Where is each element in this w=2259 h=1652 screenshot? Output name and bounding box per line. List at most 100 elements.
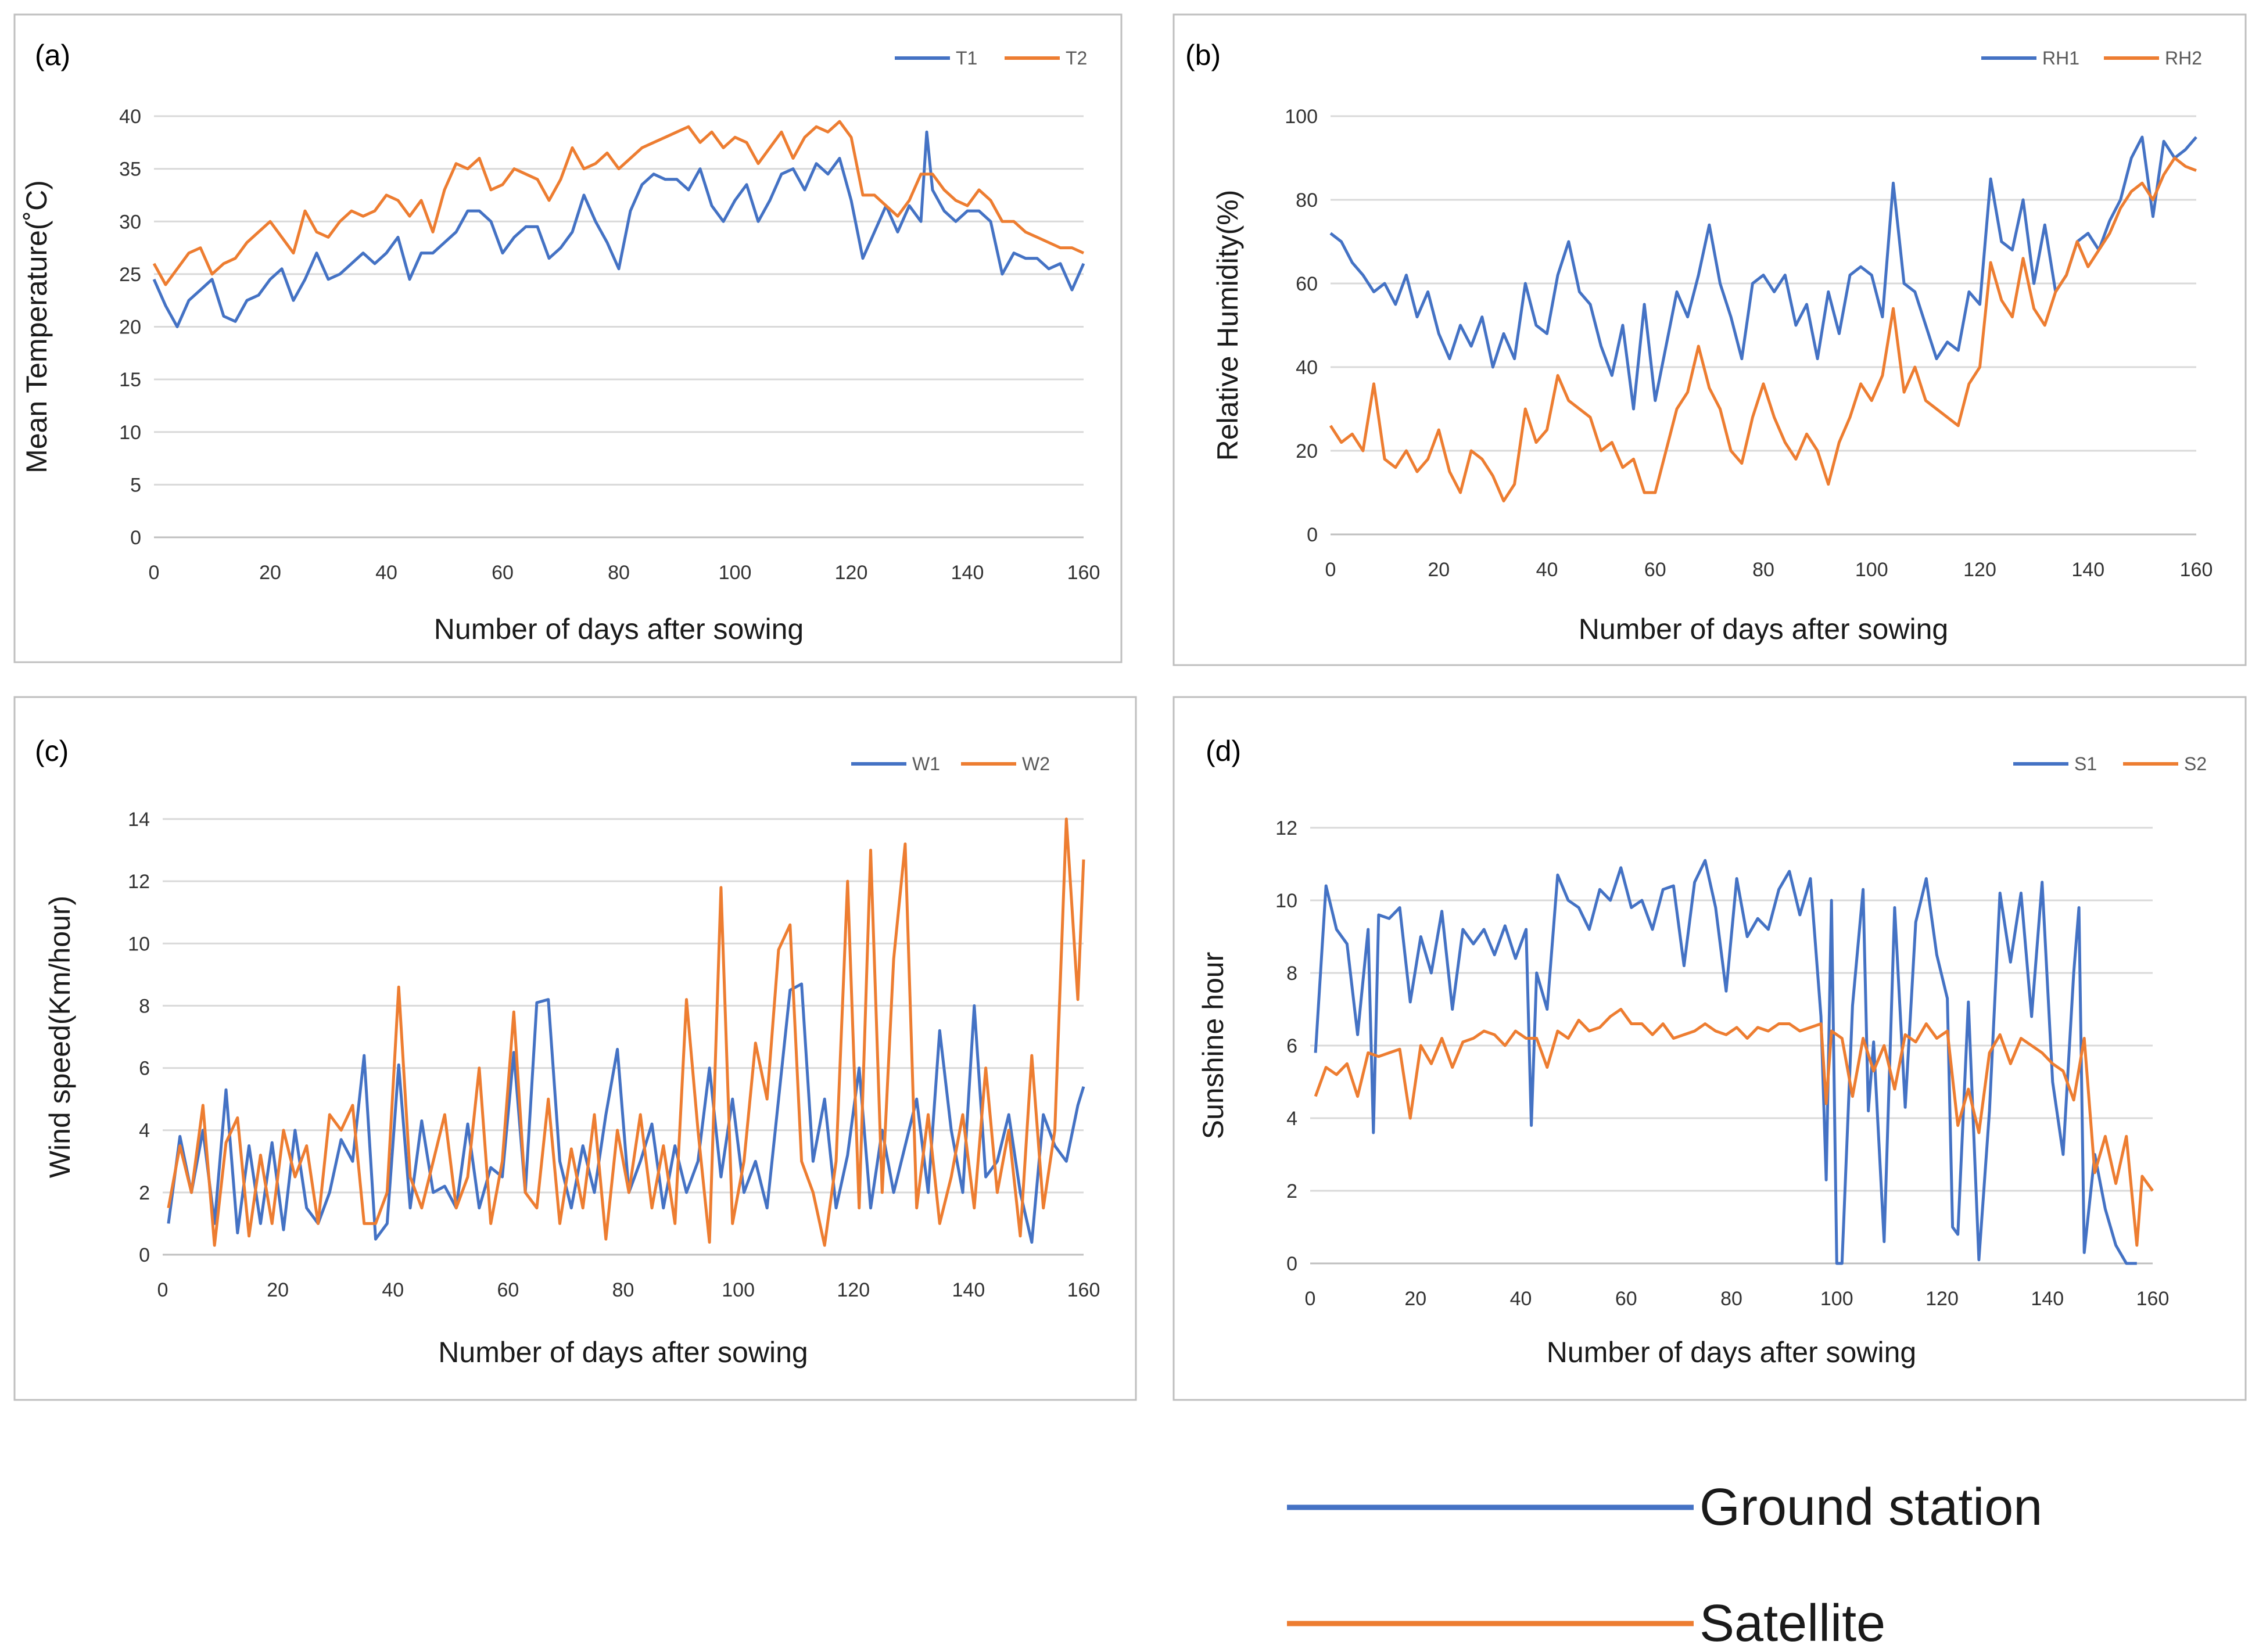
x-tick-label: 100 (719, 562, 752, 584)
y-axis-title: Wind speed(Km/hour) (44, 896, 76, 1178)
x-axis-title: Number of days after sowing (1579, 613, 1948, 645)
y-tick-label: 0 (130, 527, 141, 549)
x-tick-label: 60 (497, 1279, 519, 1301)
x-axis-title: Number of days after sowing (434, 613, 804, 645)
panel-label: (d) (1206, 735, 1241, 767)
series-line-t1 (152, 130, 1085, 328)
y-tick-label: 4 (1286, 1108, 1297, 1130)
chart-panel-b: 0 20 40 60 80 100 0 20 40 60 80 100 120 140 160 Number … (1172, 13, 2247, 666)
outer-legend: Ground station Satellite (1287, 1478, 2042, 1652)
x-tick-label: 100 (722, 1279, 755, 1301)
y-tick-label: 100 (1285, 106, 1318, 128)
y-tick-label: 80 (1296, 189, 1318, 211)
y-tick-label: 40 (119, 106, 141, 128)
y-tick-label: 60 (1296, 273, 1318, 295)
y-tick-label: 2 (139, 1182, 150, 1204)
y-tick-label: 30 (119, 211, 141, 233)
panel-label: (c) (35, 735, 69, 767)
x-tick-label: 100 (1855, 559, 1888, 581)
y-tick-label: 10 (119, 422, 141, 444)
chart-panel-a: 0 5 10 15 20 25 30 35 40 0 20 40 60 80 100 120 140 160 Num… (13, 13, 1123, 663)
x-tick-label: 160 (2180, 559, 2213, 581)
y-tick-label: 10 (1275, 890, 1297, 912)
series-line-t2 (152, 120, 1085, 286)
x-tick-label: 140 (952, 1279, 985, 1301)
y-tick-label: 12 (1275, 817, 1297, 839)
x-tick-label: 120 (835, 562, 868, 584)
y-tick-label: 10 (128, 933, 150, 955)
legend-entry-w1: W1 (912, 753, 940, 774)
y-tick-label: 0 (139, 1244, 150, 1266)
y-axis-title: Mean Temperature(˚C) (20, 180, 53, 473)
x-tick-label: 20 (259, 562, 281, 584)
x-tick-label: 120 (837, 1279, 870, 1301)
x-tick-label: 40 (382, 1279, 404, 1301)
panel-frame (1172, 13, 2247, 666)
x-tick-label: 120 (1925, 1288, 1959, 1310)
legend-entry-rh2: RH2 (2165, 48, 2202, 69)
x-tick-label: 40 (1536, 559, 1558, 581)
x-tick-label: 160 (1067, 562, 1100, 584)
y-tick-label: 35 (119, 159, 141, 181)
x-tick-label: 160 (2136, 1288, 2170, 1310)
x-axis-title: Number of days after sowing (1547, 1336, 1916, 1369)
x-tick-label: 60 (492, 562, 514, 584)
x-tick-label: 0 (1325, 559, 1336, 581)
legend-entry-rh1: RH1 (2042, 48, 2079, 69)
y-tick-label: 25 (119, 264, 141, 286)
x-tick-label: 0 (149, 562, 160, 584)
y-tick-label: 15 (119, 369, 141, 391)
series-line-s1 (1314, 859, 2137, 1265)
panel-frame (13, 13, 1123, 663)
x-tick-label: 0 (1305, 1288, 1316, 1310)
x-tick-label: 60 (1644, 559, 1666, 581)
legend-entry-t1: T1 (956, 48, 977, 69)
panel-label: (a) (35, 39, 70, 71)
series-line-rh1 (1329, 135, 2197, 411)
x-tick-label: 140 (2071, 559, 2104, 581)
y-tick-label: 8 (139, 995, 150, 1017)
x-tick-label: 120 (1963, 559, 1996, 581)
y-tick-label: 14 (128, 809, 150, 831)
y-axis-title: Sunshine hour (1197, 952, 1229, 1139)
y-tick-label: 6 (139, 1058, 150, 1080)
panel-label: (b) (1185, 39, 1221, 71)
y-tick-label: 8 (1286, 963, 1297, 985)
y-tick-label: 5 (130, 474, 141, 496)
series-line-s2 (1314, 1008, 2154, 1247)
legend-entry-s1: S1 (2074, 753, 2097, 774)
legend-entry-t2: T2 (1066, 48, 1087, 69)
legend-entry-w2: W2 (1022, 753, 1050, 774)
y-tick-label: 40 (1296, 357, 1318, 379)
legend-entry-s2: S2 (2184, 753, 2207, 774)
x-tick-label: 80 (1720, 1288, 1742, 1310)
series-line-rh2 (1329, 156, 2197, 502)
y-axis-title: Relative Humidity(%) (1211, 190, 1244, 461)
y-tick-label: 0 (1286, 1253, 1297, 1275)
y-tick-label: 2 (1286, 1180, 1297, 1202)
x-tick-label: 20 (267, 1279, 289, 1301)
x-tick-label: 20 (1428, 559, 1450, 581)
x-tick-label: 80 (1752, 559, 1774, 581)
y-tick-label: 6 (1286, 1035, 1297, 1057)
y-tick-label: 4 (139, 1120, 150, 1142)
y-tick-label: 20 (119, 317, 141, 339)
x-axis-title: Number of days after sowing (438, 1336, 808, 1369)
x-tick-label: 100 (1820, 1288, 1853, 1310)
y-tick-label: 12 (128, 871, 150, 893)
x-tick-label: 160 (1067, 1279, 1100, 1301)
x-tick-label: 80 (612, 1279, 634, 1301)
x-tick-label: 140 (951, 562, 984, 584)
series-line-w2 (167, 817, 1085, 1247)
x-tick-label: 80 (608, 562, 630, 584)
panel-frame (13, 696, 1137, 1401)
x-tick-label: 40 (375, 562, 397, 584)
y-tick-label: 20 (1296, 440, 1318, 462)
x-tick-label: 20 (1404, 1288, 1426, 1310)
satellite-legend-label: Satellite (1699, 1594, 1885, 1652)
panel-frame (1172, 696, 2247, 1401)
